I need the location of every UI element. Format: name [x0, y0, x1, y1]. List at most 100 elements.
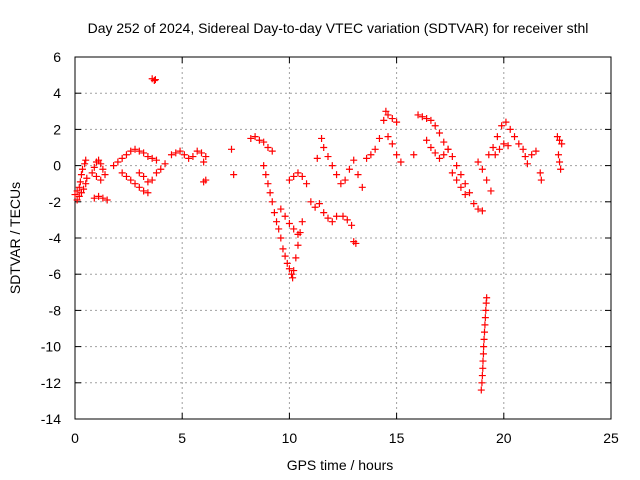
data-point — [157, 165, 165, 173]
data-point — [75, 192, 83, 200]
data-point — [479, 350, 487, 358]
data-point — [260, 138, 268, 146]
data-point — [150, 77, 158, 85]
data-point — [118, 154, 126, 162]
data-point — [262, 171, 270, 179]
data-point — [273, 218, 281, 226]
data-point — [151, 76, 159, 84]
data-point — [144, 178, 152, 186]
data-point — [131, 180, 139, 188]
data-point — [343, 216, 351, 224]
data-point — [103, 196, 111, 204]
data-point — [556, 158, 564, 166]
data-point — [83, 174, 91, 182]
data-point — [110, 162, 118, 170]
data-point — [363, 154, 371, 162]
data-point — [285, 220, 293, 228]
data-point — [81, 160, 89, 168]
data-point — [557, 165, 565, 173]
data-point — [77, 189, 85, 197]
data-point — [122, 151, 130, 159]
data-point — [294, 169, 302, 177]
data-point — [457, 183, 465, 191]
x-axis-label: GPS time / hours — [287, 457, 394, 473]
data-point — [279, 245, 287, 253]
data-point — [414, 111, 422, 119]
data-point — [380, 116, 388, 124]
data-point — [537, 176, 545, 184]
data-point — [536, 169, 544, 177]
data-point — [73, 187, 81, 195]
data-point — [290, 225, 298, 233]
data-point — [80, 185, 88, 193]
data-point — [502, 118, 510, 126]
data-point — [328, 162, 336, 170]
data-point — [135, 183, 143, 191]
data-point — [118, 169, 126, 177]
y-tick-label: 2 — [53, 121, 61, 137]
data-point — [307, 198, 315, 206]
data-point — [127, 176, 135, 184]
data-point — [320, 144, 328, 151]
chart-title: Day 252 of 2024, Sidereal Day-to-day VTE… — [88, 20, 589, 36]
data-point — [440, 138, 448, 146]
data-point — [289, 274, 297, 282]
data-point — [427, 144, 435, 151]
data-point — [228, 145, 236, 153]
data-point — [506, 125, 514, 133]
data-point — [247, 134, 255, 142]
data-point — [461, 191, 469, 199]
data-point — [553, 133, 561, 141]
data-point — [71, 191, 79, 199]
y-axis-label: SDTVAR / TECUs — [7, 182, 23, 294]
data-point — [320, 209, 328, 217]
data-point — [152, 156, 160, 164]
data-point — [481, 321, 489, 329]
data-point — [384, 133, 392, 141]
data-point — [483, 176, 491, 184]
data-point — [498, 122, 506, 130]
y-tick-label: -8 — [49, 302, 62, 318]
y-tick-label: 4 — [53, 85, 61, 101]
data-point — [135, 169, 143, 177]
data-point — [152, 169, 160, 177]
data-point — [114, 158, 122, 166]
data-point — [290, 267, 298, 275]
data-point — [435, 129, 443, 137]
y-tick-label: -14 — [41, 411, 61, 427]
data-point — [283, 259, 291, 267]
data-point — [448, 169, 456, 177]
data-point — [200, 158, 208, 166]
data-point — [480, 335, 488, 343]
data-point — [144, 153, 152, 161]
data-point — [292, 254, 300, 262]
data-point — [474, 205, 482, 213]
y-tick-label: 6 — [53, 49, 61, 65]
data-point — [288, 270, 296, 278]
data-point — [337, 180, 345, 188]
data-point — [76, 178, 84, 186]
data-point — [478, 165, 486, 173]
data-point — [435, 154, 443, 162]
axis-ticks: 0 5 10 15 20 25 -14 -12 -10 -8 -6 -4 -2 0 2 4 6 — [41, 49, 619, 446]
data-point — [82, 180, 90, 188]
data-point — [528, 151, 536, 159]
data-point — [393, 151, 401, 159]
data-point — [79, 165, 87, 173]
data-point — [266, 189, 274, 197]
data-point — [440, 151, 448, 159]
data-point — [303, 180, 311, 188]
data-point — [193, 147, 201, 155]
data-point — [487, 187, 495, 195]
x-tick-label: 0 — [71, 430, 79, 446]
data-point — [465, 189, 473, 197]
data-point — [418, 113, 426, 121]
data-point — [277, 205, 285, 213]
data-point — [496, 145, 504, 153]
data-point — [479, 364, 487, 372]
data-point — [140, 172, 148, 180]
data-series — [71, 75, 566, 394]
data-point — [358, 183, 366, 191]
data-point — [511, 133, 519, 141]
data-point — [318, 134, 326, 142]
